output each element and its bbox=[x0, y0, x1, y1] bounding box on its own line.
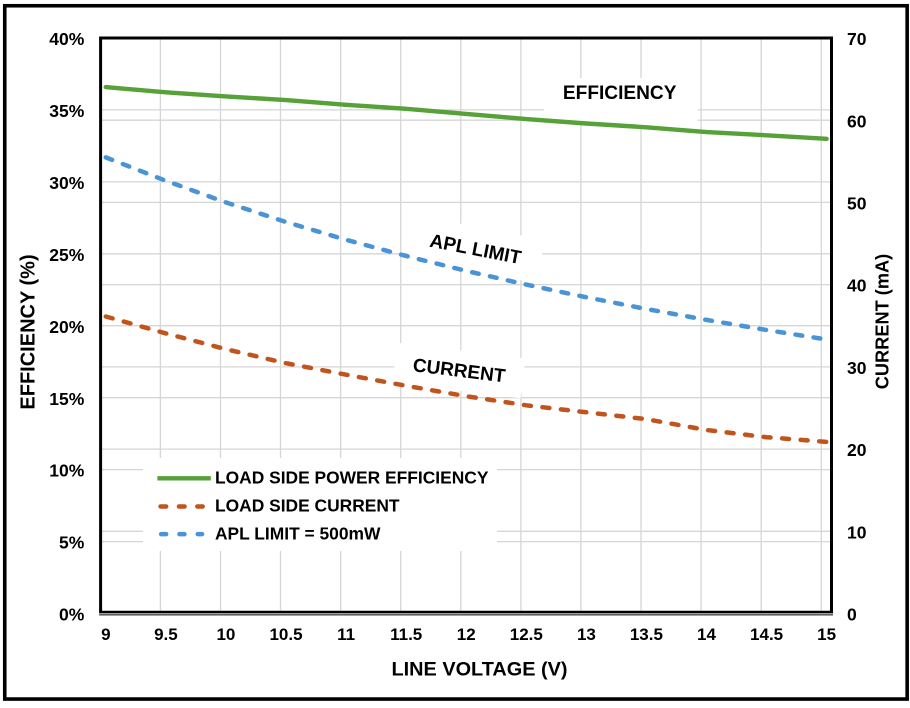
svg-text:0: 0 bbox=[847, 605, 857, 625]
svg-text:11: 11 bbox=[337, 625, 355, 644]
svg-text:25%: 25% bbox=[49, 245, 84, 265]
svg-text:15%: 15% bbox=[49, 389, 84, 409]
svg-text:9: 9 bbox=[101, 625, 110, 644]
svg-text:11.5: 11.5 bbox=[390, 625, 422, 644]
svg-text:15: 15 bbox=[817, 625, 836, 644]
svg-text:40%: 40% bbox=[49, 29, 84, 49]
svg-text:35%: 35% bbox=[49, 101, 84, 121]
svg-text:10: 10 bbox=[216, 625, 235, 644]
svg-text:EFFICIENCY (%): EFFICIENCY (%) bbox=[17, 254, 39, 409]
svg-text:12: 12 bbox=[457, 625, 476, 644]
svg-text:20%: 20% bbox=[49, 317, 84, 337]
svg-text:60: 60 bbox=[847, 111, 867, 131]
svg-text:CURRENT (mA): CURRENT (mA) bbox=[872, 254, 892, 390]
svg-text:LINE VOLTAGE (V): LINE VOLTAGE (V) bbox=[392, 659, 568, 681]
svg-text:20: 20 bbox=[847, 440, 867, 460]
svg-text:10.5: 10.5 bbox=[269, 625, 302, 644]
svg-text:EFFICIENCY: EFFICIENCY bbox=[563, 83, 677, 104]
svg-text:10: 10 bbox=[847, 522, 867, 542]
svg-text:40: 40 bbox=[847, 276, 867, 296]
svg-text:70: 70 bbox=[847, 29, 867, 49]
svg-text:5%: 5% bbox=[59, 533, 85, 553]
svg-text:9.5: 9.5 bbox=[154, 625, 178, 644]
svg-text:13.5: 13.5 bbox=[630, 625, 663, 644]
svg-text:14.5: 14.5 bbox=[750, 625, 783, 644]
svg-text:13: 13 bbox=[577, 625, 596, 644]
svg-text:50: 50 bbox=[847, 194, 867, 214]
svg-text:10%: 10% bbox=[49, 461, 84, 481]
svg-text:LOAD SIDE POWER EFFICIENCY: LOAD SIDE POWER EFFICIENCY bbox=[215, 467, 489, 487]
svg-text:0%: 0% bbox=[59, 605, 85, 625]
svg-text:30%: 30% bbox=[49, 173, 84, 193]
svg-text:12.5: 12.5 bbox=[510, 625, 543, 644]
svg-text:30: 30 bbox=[847, 358, 867, 378]
svg-text:APL LIMIT = 500mW: APL LIMIT = 500mW bbox=[215, 524, 381, 544]
svg-text:LOAD SIDE CURRENT: LOAD SIDE CURRENT bbox=[215, 495, 400, 515]
svg-text:14: 14 bbox=[697, 625, 716, 644]
